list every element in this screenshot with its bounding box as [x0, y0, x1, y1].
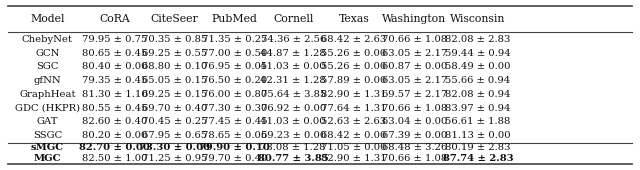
- Text: 79.95 ± 0.75: 79.95 ± 0.75: [82, 35, 147, 44]
- Text: 82.70 ± 0.00: 82.70 ± 0.00: [79, 143, 150, 152]
- Text: 79.70 ± 0.40: 79.70 ± 0.40: [202, 154, 268, 163]
- Text: 69.25 ± 0.55: 69.25 ± 0.55: [142, 48, 207, 57]
- Text: 55.26 ± 0.00: 55.26 ± 0.00: [321, 62, 387, 71]
- Text: 77.45 ± 0.45: 77.45 ± 0.45: [202, 117, 268, 126]
- Text: GAT: GAT: [36, 117, 58, 126]
- Text: 44.87 ± 1.28: 44.87 ± 1.28: [260, 48, 326, 57]
- Text: 75.64 ± 3.85: 75.64 ± 3.85: [260, 90, 326, 99]
- Text: SSGC: SSGC: [33, 131, 62, 140]
- Text: 71.35 ± 0.25: 71.35 ± 0.25: [202, 35, 268, 44]
- Text: 70.35 ± 0.85: 70.35 ± 0.85: [142, 35, 207, 44]
- Text: 71.05 ± 0.00: 71.05 ± 0.00: [321, 143, 387, 152]
- Text: 82.90 ± 1.31: 82.90 ± 1.31: [321, 90, 387, 99]
- Text: Wisconsin: Wisconsin: [451, 14, 506, 24]
- Text: GDC (HKPR): GDC (HKPR): [15, 104, 80, 113]
- Text: 55.26 ± 0.00: 55.26 ± 0.00: [321, 48, 387, 57]
- Text: 80.77 ± 3.85: 80.77 ± 3.85: [258, 154, 328, 163]
- Text: 68.80 ± 0.10: 68.80 ± 0.10: [142, 62, 207, 71]
- Text: 83.97 ± 0.94: 83.97 ± 0.94: [445, 104, 511, 113]
- Text: 69.25 ± 0.15: 69.25 ± 0.15: [142, 90, 207, 99]
- Text: 63.05 ± 2.17: 63.05 ± 2.17: [381, 48, 447, 57]
- Text: 81.13 ± 0.00: 81.13 ± 0.00: [445, 131, 511, 140]
- Text: 68.42 ± 2.63: 68.42 ± 2.63: [321, 35, 387, 44]
- Text: 71.25 ± 0.95: 71.25 ± 0.95: [142, 154, 207, 163]
- Text: 80.19 ± 2.83: 80.19 ± 2.83: [445, 143, 511, 152]
- Text: 82.08 ± 0.94: 82.08 ± 0.94: [445, 90, 511, 99]
- Text: 76.00 ± 0.80: 76.00 ± 0.80: [202, 90, 268, 99]
- Text: 68.48 ± 3.26: 68.48 ± 3.26: [381, 143, 447, 152]
- Text: 70.66 ± 1.08: 70.66 ± 1.08: [381, 154, 447, 163]
- Text: GraphHeat: GraphHeat: [19, 90, 76, 99]
- Text: 68.42 ± 0.00: 68.42 ± 0.00: [321, 131, 387, 140]
- Text: 78.65 ± 0.05: 78.65 ± 0.05: [202, 131, 268, 140]
- Text: CiteSeer: CiteSeer: [151, 14, 198, 24]
- Text: 82.60 ± 0.40: 82.60 ± 0.40: [82, 117, 147, 126]
- Text: 76.50 ± 0.20: 76.50 ± 0.20: [202, 76, 268, 85]
- Text: 87.74 ± 2.83: 87.74 ± 2.83: [443, 154, 513, 163]
- Text: 70.66 ± 1.08: 70.66 ± 1.08: [381, 35, 447, 44]
- Text: 77.64 ± 1.31: 77.64 ± 1.31: [321, 104, 387, 113]
- Text: Texas: Texas: [339, 14, 369, 24]
- Text: 41.03 ± 0.00: 41.03 ± 0.00: [260, 62, 326, 71]
- Text: 57.89 ± 0.00: 57.89 ± 0.00: [321, 76, 387, 85]
- Text: 77.00 ± 0.50: 77.00 ± 0.50: [202, 48, 268, 57]
- Text: 80.65 ± 0.45: 80.65 ± 0.45: [82, 48, 147, 57]
- Text: 69.23 ± 0.00: 69.23 ± 0.00: [260, 131, 326, 140]
- Text: 82.90 ± 1.31: 82.90 ± 1.31: [321, 154, 387, 163]
- Text: 42.31 ± 1.28: 42.31 ± 1.28: [260, 76, 326, 85]
- Text: 81.30 ± 1.10: 81.30 ± 1.10: [82, 90, 148, 99]
- Text: 67.39 ± 0.00: 67.39 ± 0.00: [381, 131, 447, 140]
- Text: Cornell: Cornell: [273, 14, 314, 24]
- Text: 52.63 ± 2.63: 52.63 ± 2.63: [321, 117, 387, 126]
- Text: 74.36 ± 2.56: 74.36 ± 2.56: [260, 35, 326, 44]
- Text: 76.92 ± 0.00: 76.92 ± 0.00: [260, 104, 326, 113]
- Text: 63.04 ± 0.00: 63.04 ± 0.00: [381, 117, 447, 126]
- Text: 80.55 ± 0.45: 80.55 ± 0.45: [82, 104, 148, 113]
- Text: 80.20 ± 0.00: 80.20 ± 0.00: [82, 131, 147, 140]
- Text: 58.49 ± 0.00: 58.49 ± 0.00: [445, 62, 511, 71]
- Text: 70.66 ± 1.08: 70.66 ± 1.08: [381, 104, 447, 113]
- Text: 73.30 ± 0.00: 73.30 ± 0.00: [139, 143, 211, 152]
- Text: CoRA: CoRA: [99, 14, 130, 24]
- Text: 82.08 ± 2.83: 82.08 ± 2.83: [445, 35, 511, 44]
- Text: 56.61 ± 1.88: 56.61 ± 1.88: [445, 117, 511, 126]
- Text: 70.45 ± 0.25: 70.45 ± 0.25: [142, 117, 207, 126]
- Text: ChebyNet: ChebyNet: [22, 35, 73, 44]
- Text: 63.05 ± 2.17: 63.05 ± 2.17: [381, 76, 447, 85]
- Text: 69.70 ± 0.40: 69.70 ± 0.40: [142, 104, 207, 113]
- Text: 76.95 ± 0.05: 76.95 ± 0.05: [202, 62, 268, 71]
- Text: 79.35 ± 0.45: 79.35 ± 0.45: [82, 76, 148, 85]
- Text: 73.08 ± 1.28: 73.08 ± 1.28: [260, 143, 326, 152]
- Text: Model: Model: [30, 14, 65, 24]
- Text: 69.57 ± 2.17: 69.57 ± 2.17: [381, 90, 447, 99]
- Text: 60.87 ± 0.00: 60.87 ± 0.00: [381, 62, 447, 71]
- Text: 67.95 ± 0.65: 67.95 ± 0.65: [142, 131, 207, 140]
- Text: 65.05 ± 0.15: 65.05 ± 0.15: [142, 76, 207, 85]
- Text: PubMed: PubMed: [212, 14, 257, 24]
- Text: 79.90 ± 0.10: 79.90 ± 0.10: [199, 143, 270, 152]
- Text: 80.40 ± 0.00: 80.40 ± 0.00: [82, 62, 148, 71]
- Text: 59.44 ± 0.94: 59.44 ± 0.94: [445, 48, 511, 57]
- Text: GCN: GCN: [35, 48, 60, 57]
- Text: MGC: MGC: [33, 154, 61, 163]
- Text: 82.50 ± 1.00: 82.50 ± 1.00: [82, 154, 148, 163]
- Text: gfNN: gfNN: [33, 76, 61, 85]
- Text: 77.30 ± 0.30: 77.30 ± 0.30: [202, 104, 268, 113]
- Text: SGC: SGC: [36, 62, 58, 71]
- Text: 55.66 ± 0.94: 55.66 ± 0.94: [445, 76, 511, 85]
- Text: sMGC: sMGC: [31, 143, 64, 152]
- Text: 41.03 ± 0.00: 41.03 ± 0.00: [260, 117, 326, 126]
- Text: Washington: Washington: [382, 14, 446, 24]
